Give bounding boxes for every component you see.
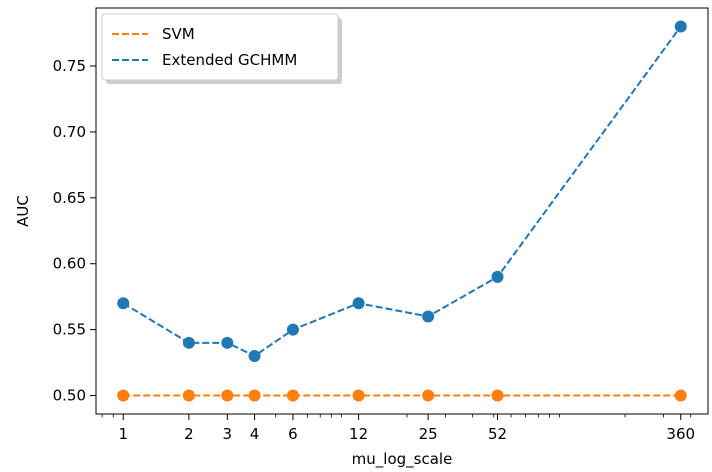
legend-label: SVM: [162, 25, 195, 43]
data-point: [248, 350, 261, 362]
legend-box: [101, 13, 339, 81]
y-axis: 0.50 0.55 0.60 0.65 0.70 0.75: [53, 57, 96, 405]
y-tick-label: 0.65: [53, 189, 86, 207]
x-tick-label: 3: [223, 425, 233, 443]
x-axis: 1 2 3 4 6 12 25 52 360: [101, 414, 695, 443]
x-tick-label: 2: [184, 425, 194, 443]
x-tick-label: 360: [666, 425, 695, 443]
data-point: [182, 336, 195, 349]
x-tick-label: 25: [419, 425, 438, 443]
x-tick-label: 12: [349, 425, 368, 443]
y-tick-label: 0.50: [53, 387, 86, 405]
data-point: [182, 389, 195, 402]
y-axis-label: AUC: [14, 195, 32, 227]
data-point: [221, 389, 234, 402]
x-tick-label: 52: [488, 425, 507, 443]
data-point: [674, 20, 687, 33]
y-tick-label: 0.55: [53, 321, 86, 339]
data-point: [248, 389, 261, 402]
data-point: [352, 297, 365, 310]
data-point: [491, 270, 504, 283]
x-tick-label: 1: [118, 425, 128, 443]
y-tick-label: 0.60: [53, 255, 86, 273]
legend: SVM Extended GCHMM: [101, 13, 342, 84]
data-point: [674, 389, 687, 402]
data-point: [117, 389, 130, 402]
data-point: [352, 389, 365, 402]
x-tick-label: 4: [250, 425, 260, 443]
data-point: [117, 297, 130, 310]
data-point: [422, 310, 435, 323]
plot-frame: [95, 7, 709, 415]
y-tick-label: 0.70: [53, 123, 86, 141]
x-axis-label: mu_log_scale: [352, 450, 453, 469]
data-point: [221, 336, 234, 349]
data-point: [286, 389, 299, 402]
x-tick-label: 6: [288, 425, 298, 443]
series-layer: [117, 20, 687, 402]
legend-label: Extended GCHMM: [162, 51, 297, 69]
data-point: [491, 389, 504, 402]
y-tick-label: 0.75: [53, 57, 86, 75]
data-point: [422, 389, 435, 402]
data-point: [286, 323, 299, 336]
